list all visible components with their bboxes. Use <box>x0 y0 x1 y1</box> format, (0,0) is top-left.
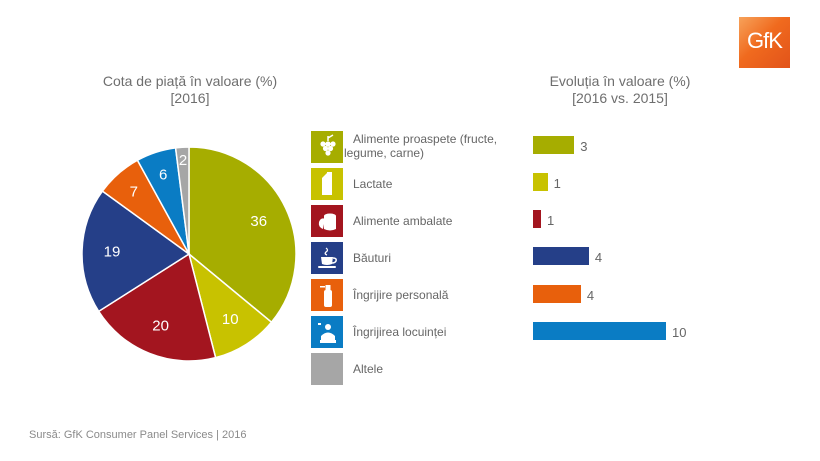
bar <box>533 136 575 154</box>
pie-slice-label: 2 <box>179 152 187 169</box>
spray-bottle-icon <box>311 279 343 311</box>
bar-subtitle-text: [2016 vs. 2015] <box>572 90 668 106</box>
packaged-food-icon <box>311 205 343 237</box>
pie-slice-label: 10 <box>222 311 239 328</box>
bar-value-label: 4 <box>586 288 595 303</box>
source-note: Sursă: GfK Consumer Panel Services | 201… <box>29 429 247 441</box>
bar <box>533 285 581 303</box>
logo-text: GfK <box>747 28 783 53</box>
bar-value-label: 4 <box>594 250 603 265</box>
pie-chart-title: Cota de piață în valoare (%) [2016] <box>85 73 295 107</box>
bar <box>533 173 548 191</box>
pie-slice-label: 7 <box>130 183 138 200</box>
legend-label: Îngrijirea locuinței <box>353 325 447 339</box>
legend-label: Altele <box>353 362 384 376</box>
pie-slice-label: 6 <box>159 167 167 184</box>
pie-slice <box>97 252 217 362</box>
coffee-cup-icon <box>311 242 343 274</box>
pie-slice-label: 19 <box>104 244 121 261</box>
legend-label: Lactate <box>353 177 393 191</box>
bar-value-label: 3 <box>580 139 588 154</box>
pie-slice-label: 36 <box>250 213 267 230</box>
bar-value-label: 10 <box>672 325 687 340</box>
legend-swatch <box>311 353 343 385</box>
bar-value-label: 1 <box>546 213 555 228</box>
bar <box>533 247 589 265</box>
legend-label: Alimente ambalate <box>353 214 453 228</box>
pie-slice <box>81 190 191 313</box>
pie-title-text: Cota de piață în valoare (%) <box>102 73 278 89</box>
bar <box>533 322 666 340</box>
legend-label: Băuturi <box>353 251 392 265</box>
bar-title-text: Evoluția în valoare (%) <box>549 73 691 89</box>
bar-value-label: 1 <box>553 176 561 191</box>
pie-slice <box>188 146 297 324</box>
bar <box>533 210 541 228</box>
pie-slice-label: 20 <box>152 318 169 335</box>
grapes-icon <box>311 131 343 163</box>
bar-chart-title: Evoluția în valoare (%) [2016 vs. 2015] <box>530 73 710 107</box>
pie-subtitle-text: [2016] <box>170 90 210 106</box>
milk-carton-icon <box>311 168 343 200</box>
pie-slice <box>174 146 190 255</box>
legend-label: Îngrijire personală <box>353 288 449 302</box>
cleaning-icon <box>311 316 343 348</box>
legend-label: Alimente proaspete (fructe, legume, carn… <box>344 132 498 160</box>
gfk-logo: GfK <box>739 17 790 68</box>
